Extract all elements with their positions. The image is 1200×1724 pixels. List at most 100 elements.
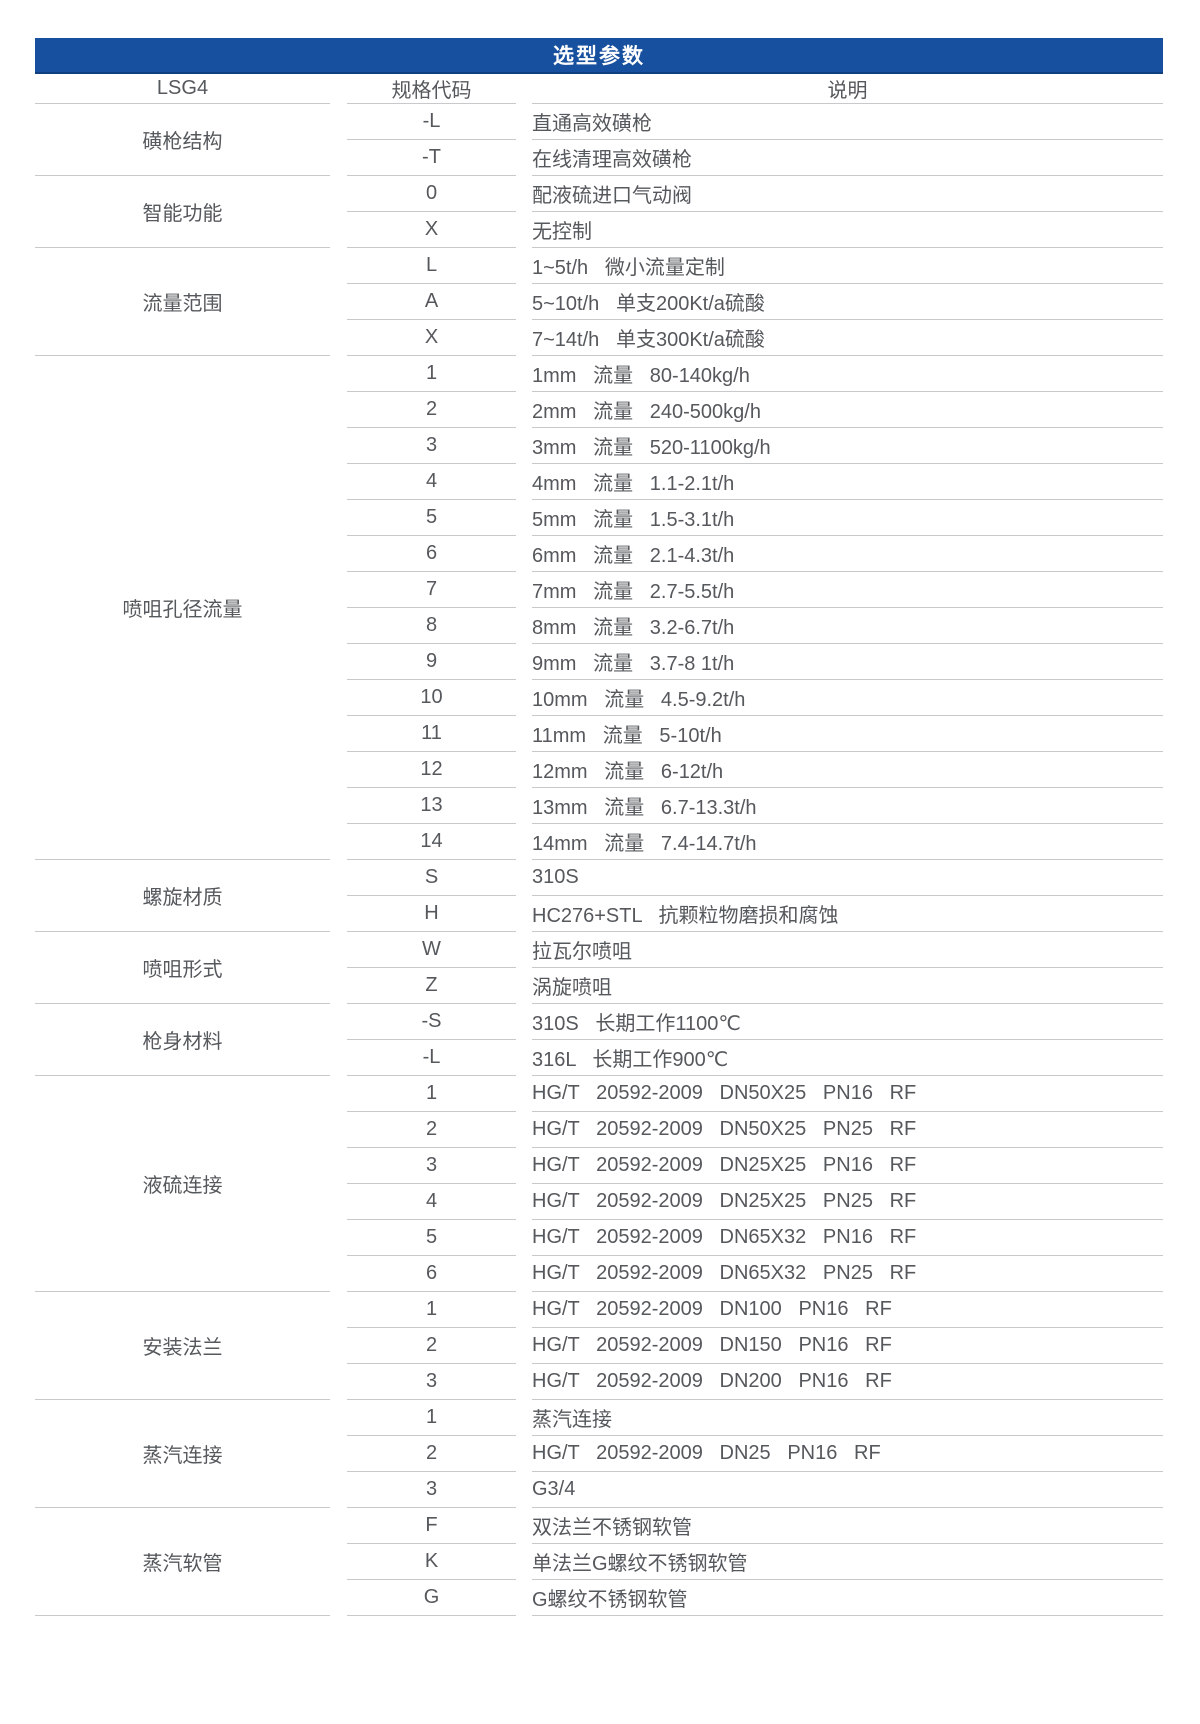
table-row: 10 10mm 流量 4.5-9.2t/h	[330, 680, 1163, 716]
description-cell: 7~14t/h 单支300Kt/a硫酸	[532, 320, 1163, 356]
description-cell: 310S	[532, 860, 1163, 896]
description-cell: G螺纹不锈钢软管	[532, 1580, 1163, 1616]
spec-code-cell: 14	[347, 824, 516, 860]
table-row: 9 9mm 流量 3.7-8 1t/h	[330, 644, 1163, 680]
group-category-label: 智能功能	[35, 176, 330, 248]
description-cell: 2mm 流量 240-500kg/h	[532, 392, 1163, 428]
table-row: L 1~5t/h 微小流量定制	[330, 248, 1163, 284]
table-row: F 双法兰不锈钢软管	[330, 1508, 1163, 1544]
description-cell: 6mm 流量 2.1-4.3t/h	[532, 536, 1163, 572]
description-cell: HG/T 20592-2009 DN25X25 PN25 RF	[532, 1184, 1163, 1220]
group-rows: S 310S H HC276+STL 抗颗粒物磨损和腐蚀	[330, 860, 1163, 932]
spec-code-cell: 1	[347, 356, 516, 392]
description-cell: 拉瓦尔喷咀	[532, 932, 1163, 968]
description-cell: HG/T 20592-2009 DN65X32 PN16 RF	[532, 1220, 1163, 1256]
description-cell: 在线清理高效磺枪	[532, 140, 1163, 176]
group-rows: L 1~5t/h 微小流量定制 A 5~10t/h 单支200Kt/a硫酸 X 7~14t…	[330, 248, 1163, 356]
table-row: 1 HG/T 20592-2009 DN50X25 PN16 RF	[330, 1076, 1163, 1112]
description-cell: 蒸汽连接	[532, 1400, 1163, 1436]
table-row: Z 涡旋喷咀	[330, 968, 1163, 1004]
description-cell: 310S 长期工作1100℃	[532, 1004, 1163, 1040]
parameter-group: 喷咀孔径流量 1 1mm 流量 80-140kg/h 2 2mm 流量 240-500k…	[35, 356, 1163, 860]
spec-code-cell: Z	[347, 968, 516, 1004]
description-cell: 配液硫进口气动阀	[532, 176, 1163, 212]
description-cell: HG/T 20592-2009 DN50X25 PN25 RF	[532, 1112, 1163, 1148]
spec-code-cell: 4	[347, 1184, 516, 1220]
description-cell: 11mm 流量 5-10t/h	[532, 716, 1163, 752]
spec-code-cell: W	[347, 932, 516, 968]
spec-code-cell: 1	[347, 1400, 516, 1436]
spec-code-cell: 2	[347, 1328, 516, 1364]
spec-code-cell: 5	[347, 1220, 516, 1256]
spec-code-cell: -L	[347, 104, 516, 140]
table-row: 1 蒸汽连接	[330, 1400, 1163, 1436]
table-row: H HC276+STL 抗颗粒物磨损和腐蚀	[330, 896, 1163, 932]
group-rows: W 拉瓦尔喷咀 Z 涡旋喷咀	[330, 932, 1163, 1004]
description-cell: 4mm 流量 1.1-2.1t/h	[532, 464, 1163, 500]
description-cell: 13mm 流量 6.7-13.3t/h	[532, 788, 1163, 824]
column-header-model: LSG4	[35, 74, 330, 104]
spec-code-cell: 11	[347, 716, 516, 752]
table-row: X 7~14t/h 单支300Kt/a硫酸	[330, 320, 1163, 356]
description-cell: 5~10t/h 单支200Kt/a硫酸	[532, 284, 1163, 320]
table-header-row: LSG4 规格代码 说明	[35, 74, 1163, 104]
table-row: S 310S	[330, 860, 1163, 896]
parameter-group: 安装法兰 1 HG/T 20592-2009 DN100 PN16 RF 2 HG/T …	[35, 1292, 1163, 1400]
spec-code-cell: 3	[347, 1472, 516, 1508]
description-cell: HG/T 20592-2009 DN200 PN16 RF	[532, 1364, 1163, 1400]
group-category-label: 枪身材料	[35, 1004, 330, 1076]
spec-code-cell: A	[347, 284, 516, 320]
description-cell: 3mm 流量 520-1100kg/h	[532, 428, 1163, 464]
table-row: 1 1mm 流量 80-140kg/h	[330, 356, 1163, 392]
table-row: 1 HG/T 20592-2009 DN100 PN16 RF	[330, 1292, 1163, 1328]
description-cell: 5mm 流量 1.5-3.1t/h	[532, 500, 1163, 536]
spec-code-cell: 0	[347, 176, 516, 212]
description-cell: 无控制	[532, 212, 1163, 248]
table-row: 2 2mm 流量 240-500kg/h	[330, 392, 1163, 428]
description-cell: 8mm 流量 3.2-6.7t/h	[532, 608, 1163, 644]
spec-code-cell: -S	[347, 1004, 516, 1040]
table-row: -L 直通高效磺枪	[330, 104, 1163, 140]
column-header-description: 说明	[532, 74, 1163, 104]
spec-code-cell: L	[347, 248, 516, 284]
table-row: 3 G3/4	[330, 1472, 1163, 1508]
spec-code-cell: 3	[347, 1364, 516, 1400]
table-row: 3 3mm 流量 520-1100kg/h	[330, 428, 1163, 464]
description-cell: 7mm 流量 2.7-5.5t/h	[532, 572, 1163, 608]
group-category-label: 液硫连接	[35, 1076, 330, 1292]
parameter-group: 蒸汽连接 1 蒸汽连接 2 HG/T 20592-2009 DN25 PN16 RF 3 G…	[35, 1400, 1163, 1508]
description-cell: 14mm 流量 7.4-14.7t/h	[532, 824, 1163, 860]
table-row: 11 11mm 流量 5-10t/h	[330, 716, 1163, 752]
table-row: 2 HG/T 20592-2009 DN25 PN16 RF	[330, 1436, 1163, 1472]
parameter-group: 蒸汽软管 F 双法兰不锈钢软管 K 单法兰G螺纹不锈钢软管 G G螺纹不锈钢软管	[35, 1508, 1163, 1616]
group-rows: -S 310S 长期工作1100℃ -L 316L 长期工作900℃	[330, 1004, 1163, 1076]
description-cell: HG/T 20592-2009 DN65X32 PN25 RF	[532, 1256, 1163, 1292]
description-cell: HG/T 20592-2009 DN50X25 PN16 RF	[532, 1076, 1163, 1112]
group-category-label: 螺旋材质	[35, 860, 330, 932]
parameter-group: 智能功能 0 配液硫进口气动阀 X 无控制	[35, 176, 1163, 248]
spec-code-cell: 1	[347, 1076, 516, 1112]
description-cell: HG/T 20592-2009 DN100 PN16 RF	[532, 1292, 1163, 1328]
spec-code-cell: 9	[347, 644, 516, 680]
table-row: 4 HG/T 20592-2009 DN25X25 PN25 RF	[330, 1184, 1163, 1220]
group-rows: 1 HG/T 20592-2009 DN50X25 PN16 RF 2 HG/T 20…	[330, 1076, 1163, 1292]
table-row: 3 HG/T 20592-2009 DN200 PN16 RF	[330, 1364, 1163, 1400]
description-cell: HG/T 20592-2009 DN25 PN16 RF	[532, 1436, 1163, 1472]
spec-code-cell: 10	[347, 680, 516, 716]
description-cell: 316L 长期工作900℃	[532, 1040, 1163, 1076]
group-rows: 1 蒸汽连接 2 HG/T 20592-2009 DN25 PN16 RF 3 G3/4	[330, 1400, 1163, 1508]
group-category-label: 蒸汽连接	[35, 1400, 330, 1508]
table-row: 5 HG/T 20592-2009 DN65X32 PN16 RF	[330, 1220, 1163, 1256]
table-row: 5 5mm 流量 1.5-3.1t/h	[330, 500, 1163, 536]
spec-code-cell: K	[347, 1544, 516, 1580]
description-cell: G3/4	[532, 1472, 1163, 1508]
table-row: 7 7mm 流量 2.7-5.5t/h	[330, 572, 1163, 608]
spec-code-cell: 2	[347, 1436, 516, 1472]
table-title: 选型参数	[553, 45, 645, 68]
parameter-group: 螺旋材质 S 310S H HC276+STL 抗颗粒物磨损和腐蚀	[35, 860, 1163, 932]
group-category-label: 磺枪结构	[35, 104, 330, 176]
group-rows: 0 配液硫进口气动阀 X 无控制	[330, 176, 1163, 248]
table-row: -S 310S 长期工作1100℃	[330, 1004, 1163, 1040]
spec-code-cell: -T	[347, 140, 516, 176]
